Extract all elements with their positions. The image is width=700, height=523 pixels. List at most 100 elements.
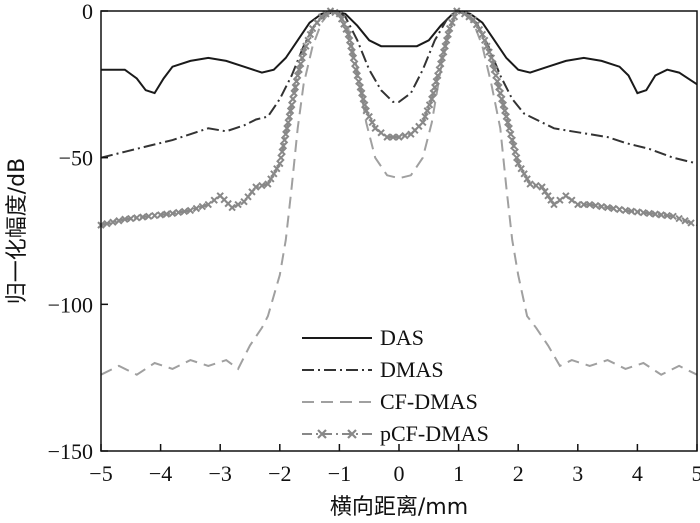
- series-marker: [139, 213, 147, 221]
- series-marker: [450, 13, 459, 21]
- series-marker: [493, 77, 502, 86]
- series-marker: [505, 124, 513, 133]
- series-marker: [276, 159, 284, 168]
- y-tick-label: −150: [48, 439, 93, 464]
- series-marker: [490, 65, 499, 74]
- x-tick-label: 3: [572, 461, 583, 486]
- series-marker: [228, 203, 236, 212]
- series-marker: [362, 107, 370, 115]
- series-marker: [270, 170, 278, 178]
- series-marker: [465, 13, 473, 21]
- series-marker: [687, 219, 695, 227]
- series-marker: [597, 202, 606, 211]
- series-marker: [358, 89, 366, 97]
- series-marker: [621, 206, 630, 215]
- series-marker: [496, 89, 505, 97]
- series-marker: [304, 36, 312, 45]
- series-marker: [296, 60, 305, 68]
- series-marker: [383, 133, 391, 141]
- series-marker: [174, 208, 183, 217]
- series-marker: [144, 212, 153, 221]
- series-marker: [633, 208, 642, 216]
- x-tick-label: −5: [89, 461, 112, 486]
- series-marker: [645, 209, 654, 218]
- x-tick-label: −2: [268, 461, 291, 486]
- x-tick-label: −4: [149, 461, 172, 486]
- series-marker: [445, 24, 454, 33]
- series-marker: [439, 48, 448, 56]
- series-marker: [337, 15, 346, 23]
- series-marker: [681, 217, 689, 225]
- series-marker: [150, 211, 159, 220]
- series-marker: [299, 48, 308, 56]
- series-marker: [289, 95, 297, 103]
- series-marker: [352, 65, 360, 74]
- legend-label: pCF-DMAS: [380, 421, 489, 446]
- series-marker: [508, 136, 516, 144]
- series-line-das: [101, 9, 698, 95]
- series-line-cf-dmas: [100, 9, 698, 376]
- series-marker: [285, 112, 294, 121]
- series-marker: [526, 180, 534, 188]
- series-marker: [438, 54, 446, 62]
- series-marker: [361, 101, 369, 109]
- series-marker: [355, 77, 363, 86]
- series-marker: [282, 130, 290, 138]
- series-marker: [586, 200, 594, 209]
- series-marker: [501, 107, 509, 115]
- series-marker: [441, 42, 449, 50]
- series-marker: [347, 42, 355, 50]
- y-tick-label: −100: [48, 292, 93, 317]
- series-marker: [538, 183, 546, 191]
- series-marker: [483, 42, 491, 50]
- series-marker: [492, 71, 500, 80]
- series-marker: [298, 54, 306, 62]
- series-marker: [472, 20, 481, 29]
- series-marker: [520, 170, 528, 178]
- y-tick-label: 0: [82, 0, 93, 24]
- series-marker: [121, 215, 129, 223]
- series-marker: [434, 71, 442, 80]
- series-marker: [389, 133, 397, 141]
- series-marker: [210, 196, 218, 204]
- series-marker: [277, 153, 285, 162]
- series-marker: [489, 60, 497, 68]
- series-marker: [317, 13, 326, 21]
- series-marker: [568, 196, 576, 204]
- series-layer: [97, 7, 698, 376]
- series-line-dmas: [100, 9, 698, 165]
- series-marker: [345, 36, 354, 45]
- series-marker: [432, 77, 440, 86]
- series-marker: [293, 71, 302, 80]
- series-marker: [115, 217, 123, 225]
- series-marker: [423, 107, 432, 115]
- series-marker: [675, 214, 683, 223]
- series-marker: [368, 118, 376, 127]
- series-marker: [349, 54, 358, 62]
- series-marker: [419, 118, 427, 127]
- series-marker: [460, 10, 469, 18]
- series-marker: [359, 95, 367, 103]
- series-marker: [234, 200, 242, 209]
- series-marker: [308, 24, 317, 33]
- x-axis-label: 横向距离/mm: [330, 495, 468, 520]
- series-marker: [192, 204, 201, 213]
- series-marker: [657, 211, 665, 219]
- x-axis-ticks: −5 −4 −3 −2 −1 0 1 2 3 4 5: [89, 444, 700, 486]
- series-marker: [280, 136, 289, 144]
- series-marker: [335, 10, 344, 18]
- series-marker: [127, 214, 135, 223]
- y-axis-ticks: 0 −50 −100 −150: [48, 0, 108, 464]
- series-marker: [395, 133, 403, 141]
- series-marker: [442, 36, 451, 45]
- series-marker: [313, 19, 321, 27]
- series-marker: [429, 89, 437, 97]
- series-marker: [351, 60, 359, 68]
- legend-label: CF-DMAS: [380, 389, 478, 414]
- series-marker: [109, 218, 117, 226]
- series-marker: [322, 10, 330, 18]
- series-marker: [478, 30, 487, 39]
- series-marker: [532, 181, 540, 190]
- series-marker: [292, 77, 301, 86]
- series-marker: [609, 204, 618, 213]
